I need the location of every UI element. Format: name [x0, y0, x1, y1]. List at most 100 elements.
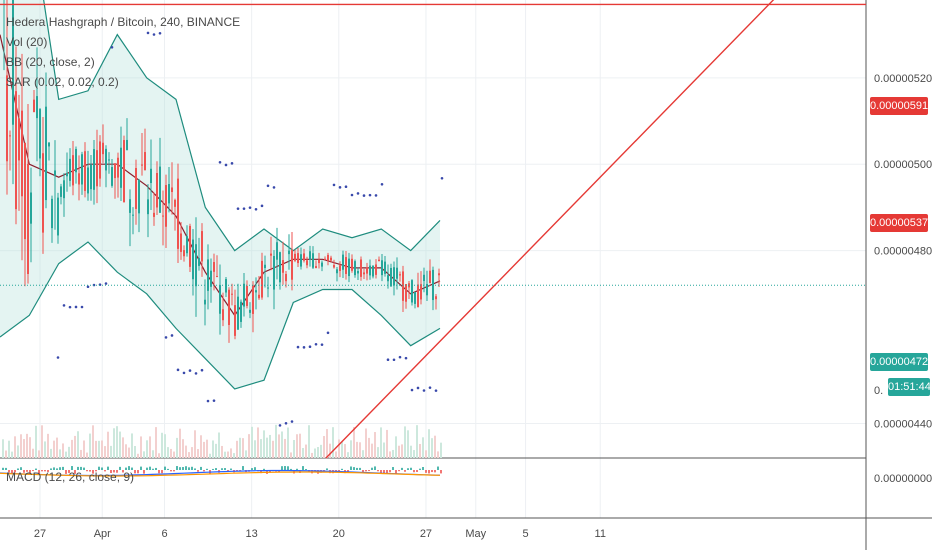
legend-bb[interactable]: BB (20, close, 2): [6, 55, 95, 69]
macd-histogram-bar: [371, 467, 373, 470]
volume-bar: [404, 426, 406, 458]
legend-sar[interactable]: SAR (0.02, 0.02, 0.2): [6, 75, 119, 89]
candle-body: [375, 264, 377, 275]
volume-bar: [335, 451, 337, 458]
legend-vol[interactable]: Vol (20): [6, 35, 48, 49]
macd-histogram-bar: [356, 467, 358, 470]
candle-body: [372, 265, 374, 277]
candle-body: [183, 250, 185, 257]
macd-histogram-bar: [164, 466, 166, 470]
volume-bar: [53, 440, 55, 458]
sar-dot: [410, 388, 414, 392]
macd-histogram-bar: [17, 468, 19, 470]
volume-bar: [398, 445, 400, 458]
x-tick-label: 11: [595, 528, 606, 540]
candle-body: [306, 260, 308, 266]
volume-bar: [419, 443, 421, 458]
volume-bar: [317, 447, 319, 458]
volume-bar: [272, 440, 274, 458]
volume-bar: [164, 434, 166, 458]
volume-bar: [206, 439, 208, 458]
macd-histogram-bar: [173, 470, 175, 472]
volume-bar: [242, 438, 244, 458]
sar-dot: [404, 356, 408, 360]
macd-histogram-bar: [128, 466, 130, 470]
sar-dot: [386, 358, 390, 362]
candle-body: [117, 157, 119, 178]
chart-title: Hedera Hashgraph / Bitcoin, 240, BINANCE: [6, 15, 241, 29]
macd-histogram-bar: [35, 468, 37, 470]
volume-bar: [269, 434, 271, 458]
macd-histogram-bar: [113, 470, 115, 473]
volume-bar: [8, 440, 10, 458]
candle-body: [276, 242, 278, 260]
candle-body: [252, 285, 254, 314]
candle-body: [417, 284, 419, 307]
price-label-537: 0.00000537: [870, 214, 928, 232]
volume-bar: [221, 445, 223, 458]
macd-histogram-bar: [14, 470, 16, 473]
sar-dot: [374, 194, 378, 197]
volume-bar: [254, 440, 256, 458]
sar-dot: [440, 176, 444, 180]
macd-histogram-bar: [410, 467, 412, 470]
candle-body: [99, 141, 101, 179]
volume-bar: [161, 432, 163, 458]
macd-histogram-bar: [254, 467, 256, 470]
macd-histogram-bar: [149, 466, 151, 470]
macd-histogram-bar: [281, 466, 283, 470]
candle-body: [297, 253, 299, 264]
macd-histogram-bar: [428, 470, 430, 474]
candle-body: [39, 109, 41, 159]
volume-bar: [284, 438, 286, 458]
candle-body: [282, 260, 284, 273]
trendline: [325, 0, 775, 459]
legend-macd[interactable]: MACD (12, 26, close, 9): [6, 470, 135, 484]
candle-body: [411, 280, 413, 303]
sar-dot: [428, 386, 432, 389]
sar-dot: [296, 345, 300, 349]
macd-histogram-bar: [119, 466, 121, 470]
volume-bar: [293, 439, 295, 458]
x-tick-label: 13: [246, 528, 258, 540]
macd-histogram-bar: [80, 466, 82, 470]
sar-dot: [146, 31, 150, 35]
volume-bar: [395, 436, 397, 458]
sar-dot: [188, 369, 192, 372]
volume-bar: [149, 436, 151, 458]
candle-body: [309, 251, 311, 260]
volume-bar: [167, 447, 169, 458]
candle-body: [396, 267, 398, 279]
sar-dot: [182, 371, 186, 375]
macd-histogram-bar: [392, 467, 394, 470]
volume-bar: [128, 447, 130, 458]
macd-histogram-bar: [23, 470, 25, 473]
macd-histogram-bar: [269, 470, 271, 473]
candle-body: [18, 118, 20, 161]
volume-bar: [440, 442, 442, 458]
volume-bar: [122, 437, 124, 458]
macd-histogram-bar: [77, 466, 79, 470]
candle-body: [6, 75, 8, 162]
sar-dot: [170, 334, 174, 337]
volume-bar: [47, 433, 49, 458]
candle-body: [210, 270, 212, 287]
volume-bar: [194, 430, 196, 458]
candle-body: [21, 110, 23, 197]
volume-bar: [386, 429, 388, 458]
macd-histogram-bar: [425, 470, 427, 473]
candle-body: [87, 167, 89, 194]
volume-bar: [302, 447, 304, 458]
candle-body: [321, 262, 323, 267]
macd-histogram-bar: [2, 467, 4, 470]
volume-bar: [338, 439, 340, 458]
candle-body: [189, 225, 191, 267]
candle-body: [213, 262, 215, 272]
volume-bar: [236, 440, 238, 458]
macd-histogram-bar: [83, 467, 85, 470]
volume-bar: [407, 430, 409, 458]
volume-bar: [23, 439, 25, 458]
volume-bar: [413, 450, 415, 458]
macd-histogram-bar: [416, 470, 418, 472]
